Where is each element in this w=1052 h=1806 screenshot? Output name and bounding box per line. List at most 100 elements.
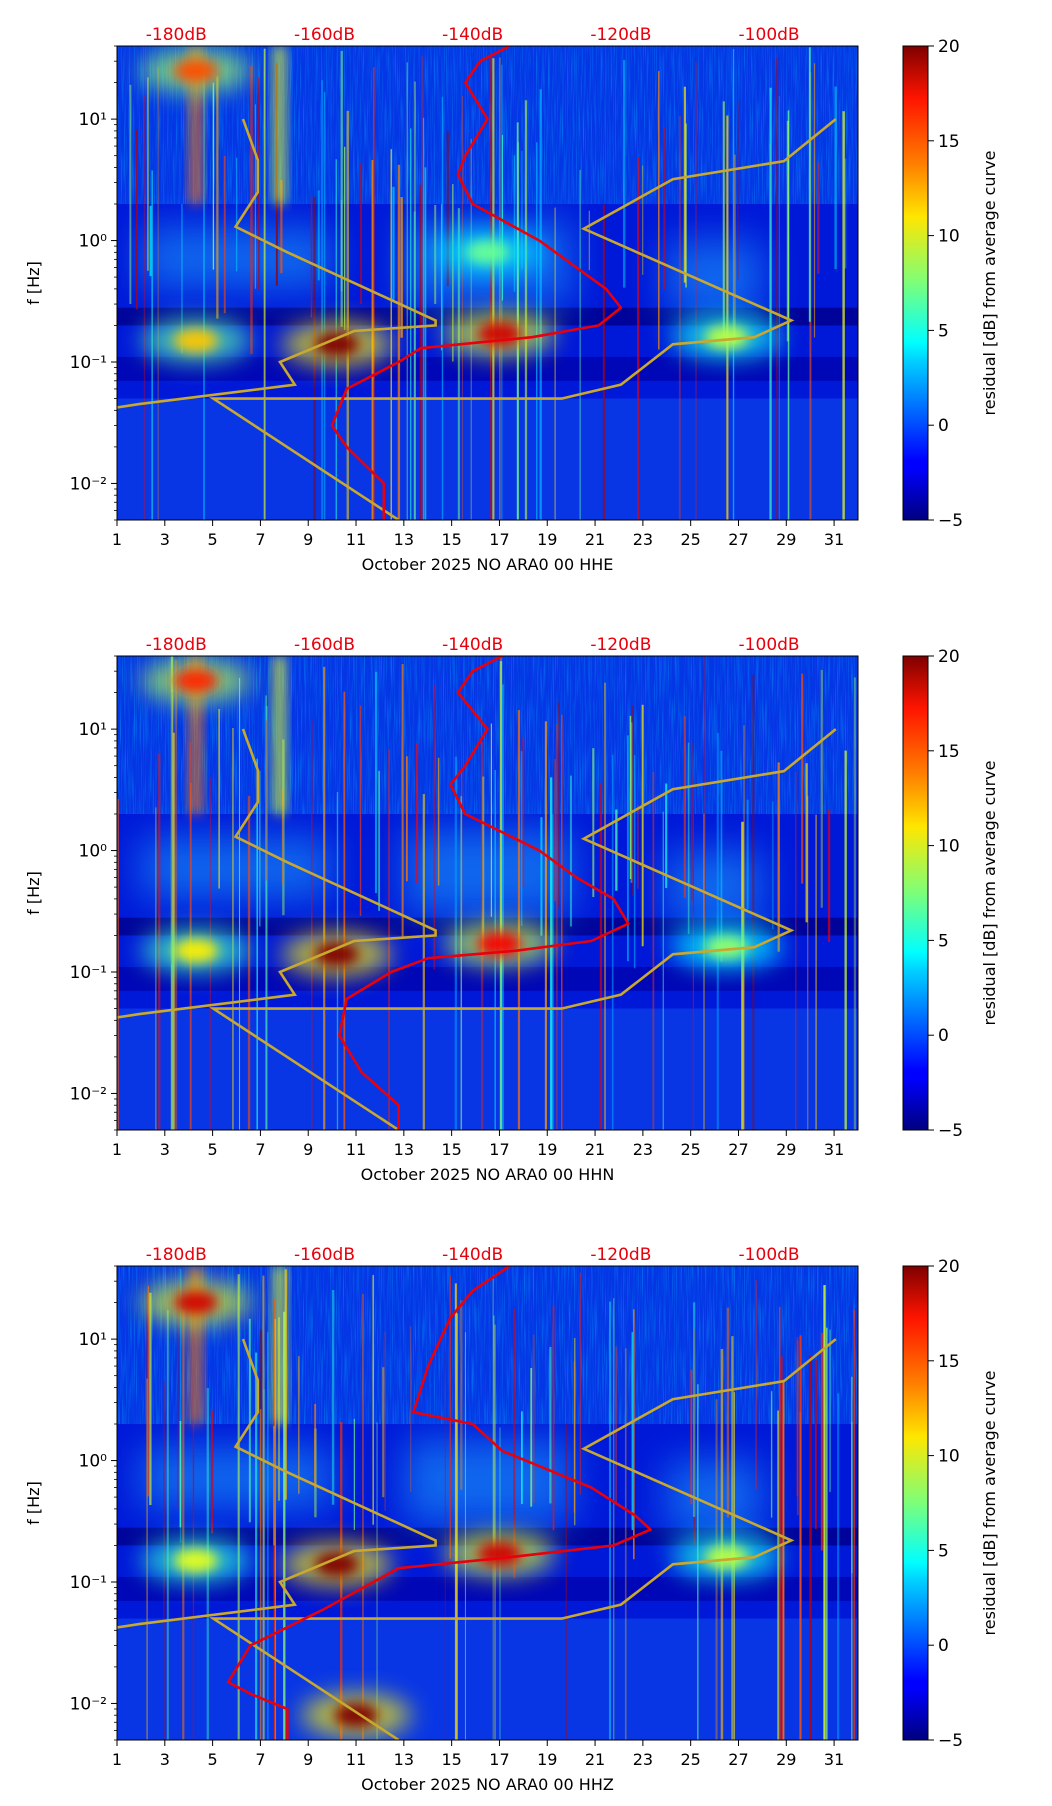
event-streak bbox=[615, 1346, 617, 1506]
colorbar-tick-label: 5 bbox=[938, 1541, 949, 1561]
hotspot-core bbox=[314, 332, 359, 357]
x-tick-label: 21 bbox=[585, 1750, 605, 1769]
event-streak bbox=[281, 789, 284, 885]
colorbar-tick-label: 5 bbox=[938, 931, 949, 951]
event-streak bbox=[248, 1318, 251, 1523]
event-streak bbox=[149, 205, 152, 277]
event-streak bbox=[565, 1422, 567, 1740]
event-streak bbox=[683, 716, 686, 898]
event-streak bbox=[786, 120, 790, 342]
hotspot-core bbox=[477, 1542, 522, 1567]
event-streak bbox=[853, 1310, 856, 1740]
event-streak bbox=[343, 691, 346, 1130]
event-streak bbox=[362, 1294, 364, 1740]
y-tick-label: 10¹ bbox=[79, 1330, 107, 1350]
event-streak bbox=[853, 677, 857, 1130]
colorbar-tick-label: 0 bbox=[938, 1026, 949, 1046]
db-scale-label: -140dB bbox=[442, 1245, 503, 1265]
db-scale-label: -160dB bbox=[294, 635, 355, 655]
event-streak bbox=[683, 86, 686, 283]
low-frequency-band bbox=[117, 1618, 858, 1740]
event-streak bbox=[280, 180, 283, 274]
event-streak bbox=[353, 1418, 355, 1530]
event-streak bbox=[212, 82, 215, 270]
event-streak bbox=[637, 804, 639, 889]
x-tick-label: 13 bbox=[394, 530, 414, 549]
hotspot-core bbox=[704, 325, 749, 350]
y-tick-label: 10¹ bbox=[79, 110, 107, 130]
colorbar: 20 15 10 5 0 −5 residual [dB] from average cur… bbox=[902, 647, 999, 1141]
event-streak bbox=[554, 759, 556, 902]
x-tick-label: 15 bbox=[441, 1750, 461, 1769]
x-axis-label: October 2025 NO ARA0 00 HHN bbox=[361, 1165, 615, 1184]
colorbar-tick-label: 10 bbox=[938, 227, 960, 247]
event-streak bbox=[218, 709, 220, 889]
event-streak bbox=[174, 659, 178, 1130]
db-scale-label: -180dB bbox=[146, 25, 207, 45]
x-tick-label: 3 bbox=[160, 1750, 170, 1769]
event-streak bbox=[378, 770, 381, 911]
event-streak bbox=[192, 1272, 195, 1740]
event-streak bbox=[235, 157, 238, 272]
colorbar-label: residual [dB] from average curve bbox=[980, 1371, 999, 1636]
event-streak bbox=[780, 1356, 783, 1740]
event-streak bbox=[622, 59, 626, 288]
event-streak bbox=[282, 739, 285, 916]
db-scale-label: -140dB bbox=[442, 635, 503, 655]
event-streak bbox=[499, 57, 501, 520]
event-streak bbox=[513, 1308, 516, 1579]
hotspot-core bbox=[334, 1703, 379, 1728]
event-streak bbox=[687, 742, 690, 934]
x-tick-label: 19 bbox=[537, 1140, 557, 1159]
event-streak bbox=[283, 1311, 286, 1740]
colorbar-gradient bbox=[902, 655, 929, 1131]
event-streak bbox=[734, 154, 736, 345]
event-streak bbox=[549, 777, 553, 1130]
low-frequency-band bbox=[117, 398, 858, 520]
colorbar: 20 15 10 5 0 −5 residual [dB] from average cur… bbox=[902, 1257, 999, 1751]
event-streak bbox=[652, 772, 655, 1130]
event-streak bbox=[441, 96, 444, 520]
event-streak bbox=[457, 208, 460, 520]
event-streak bbox=[216, 76, 219, 319]
x-tick-label: 27 bbox=[728, 1750, 748, 1769]
event-streak bbox=[778, 1306, 781, 1740]
event-streak bbox=[314, 1403, 317, 1489]
event-streak bbox=[826, 1327, 828, 1740]
low-dark-band bbox=[117, 1576, 858, 1601]
event-streak bbox=[454, 1283, 457, 1740]
event-streak bbox=[608, 1301, 612, 1740]
event-streak bbox=[823, 1285, 826, 1740]
event-streak bbox=[274, 1319, 277, 1740]
hotspot-core bbox=[465, 240, 510, 265]
event-streak bbox=[775, 57, 779, 520]
event-streak bbox=[238, 677, 241, 1130]
db-scale-label: -120dB bbox=[590, 25, 651, 45]
event-streak bbox=[171, 692, 173, 965]
event-streak bbox=[321, 80, 323, 520]
x-tick-label: 31 bbox=[824, 1140, 844, 1159]
colorbar-tick-label: −5 bbox=[938, 511, 963, 531]
diffuse-energy-zone bbox=[140, 836, 333, 899]
db-scale-label: -160dB bbox=[294, 1245, 355, 1265]
x-axis-label: October 2025 NO ARA0 00 HHZ bbox=[361, 1775, 614, 1794]
event-streak bbox=[569, 775, 572, 927]
event-streak bbox=[613, 1298, 615, 1740]
x-tick-label: 3 bbox=[160, 1140, 170, 1159]
event-streak bbox=[690, 1369, 693, 1505]
event-streak bbox=[630, 722, 633, 883]
event-streak bbox=[237, 1274, 240, 1740]
nhnm-curve bbox=[208, 1338, 837, 1740]
event-streak bbox=[769, 87, 772, 520]
y-tick-label: 10¹ bbox=[79, 720, 107, 740]
event-streak bbox=[690, 742, 693, 901]
event-streak bbox=[777, 1410, 780, 1740]
x-tick-label: 29 bbox=[776, 1140, 796, 1159]
x-tick-label: 31 bbox=[824, 1750, 844, 1769]
x-tick-label: 23 bbox=[633, 1140, 653, 1159]
event-streak bbox=[413, 81, 416, 520]
event-streak bbox=[834, 86, 837, 270]
event-streak bbox=[501, 134, 503, 301]
y-tick-label: 10⁻¹ bbox=[70, 353, 107, 373]
event-streak bbox=[799, 1335, 802, 1740]
